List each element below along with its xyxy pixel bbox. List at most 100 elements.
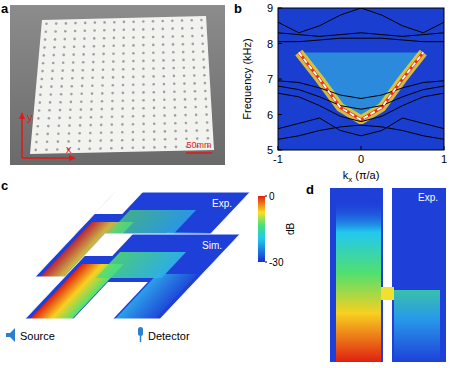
band-line bbox=[278, 38, 444, 42]
hole bbox=[132, 107, 135, 110]
band-line bbox=[278, 33, 444, 37]
hole bbox=[162, 43, 165, 46]
hole bbox=[142, 20, 145, 23]
hole bbox=[184, 98, 187, 101]
hole bbox=[182, 59, 185, 62]
hole bbox=[132, 123, 135, 126]
scale-label: 50mm bbox=[186, 140, 211, 150]
hole bbox=[174, 106, 177, 109]
hole bbox=[132, 28, 135, 31]
hole bbox=[64, 38, 67, 41]
hole bbox=[195, 114, 198, 117]
hole bbox=[93, 29, 96, 32]
hole bbox=[132, 60, 135, 63]
hole bbox=[164, 130, 167, 133]
hole bbox=[172, 43, 175, 46]
hole bbox=[183, 74, 186, 77]
hole bbox=[152, 67, 155, 70]
hole bbox=[132, 131, 135, 134]
hole bbox=[195, 122, 198, 125]
x-tick bbox=[444, 146, 445, 150]
hole bbox=[62, 54, 65, 57]
structure-notch bbox=[94, 192, 143, 214]
hole bbox=[142, 115, 145, 118]
band-line bbox=[278, 8, 444, 33]
hole bbox=[48, 109, 51, 112]
y-tick-label: 7 bbox=[267, 73, 273, 85]
y-tick bbox=[278, 79, 282, 80]
hole bbox=[196, 129, 199, 132]
hole bbox=[99, 139, 102, 142]
hole bbox=[163, 75, 166, 78]
hole bbox=[173, 83, 176, 86]
hole bbox=[91, 92, 94, 95]
hole bbox=[204, 82, 207, 85]
hole bbox=[122, 84, 125, 87]
hole bbox=[99, 147, 102, 150]
hole bbox=[185, 122, 188, 125]
hole bbox=[142, 60, 145, 63]
hole bbox=[47, 125, 50, 128]
hole bbox=[142, 36, 145, 39]
hole bbox=[74, 30, 77, 33]
hole bbox=[84, 22, 87, 25]
hole bbox=[142, 91, 145, 94]
hole bbox=[93, 45, 96, 48]
y-arrowhead bbox=[19, 112, 25, 119]
hole bbox=[82, 61, 85, 64]
hole bbox=[92, 53, 95, 56]
hole bbox=[41, 78, 44, 81]
hole bbox=[45, 148, 48, 151]
source-label: Source bbox=[20, 330, 55, 342]
hole bbox=[152, 52, 155, 55]
hole bbox=[163, 106, 166, 109]
field-ground bbox=[25, 234, 240, 319]
hole bbox=[173, 75, 176, 78]
field-right bbox=[394, 290, 440, 362]
hole bbox=[72, 53, 75, 56]
hole bbox=[103, 21, 106, 24]
hole bbox=[90, 108, 93, 111]
hole bbox=[58, 117, 61, 120]
hole bbox=[78, 132, 81, 135]
hole bbox=[45, 23, 48, 26]
hole bbox=[54, 30, 57, 33]
hole bbox=[182, 43, 185, 46]
edge-state-line bbox=[299, 52, 424, 119]
x-tick bbox=[278, 146, 279, 150]
colorbar bbox=[258, 196, 265, 262]
hole bbox=[46, 133, 49, 136]
hole bbox=[49, 101, 52, 104]
hole bbox=[80, 100, 83, 103]
field-ground bbox=[330, 188, 446, 362]
hole bbox=[182, 51, 185, 54]
hole bbox=[51, 70, 54, 73]
plot-frame bbox=[278, 8, 444, 150]
hole bbox=[204, 90, 207, 93]
hole bbox=[82, 69, 85, 72]
hole bbox=[93, 37, 96, 40]
hole bbox=[46, 141, 49, 144]
hole bbox=[152, 36, 155, 39]
hole bbox=[112, 84, 115, 87]
hole bbox=[132, 91, 135, 94]
hole bbox=[153, 146, 156, 149]
hole bbox=[91, 84, 94, 87]
hole bbox=[58, 125, 61, 128]
hole bbox=[79, 124, 82, 127]
hole bbox=[132, 44, 135, 47]
hole bbox=[132, 139, 135, 142]
hole bbox=[112, 68, 115, 71]
hole bbox=[153, 138, 156, 141]
hole bbox=[152, 75, 155, 78]
hole bbox=[201, 42, 204, 45]
hole bbox=[121, 115, 124, 118]
hole bbox=[163, 122, 166, 125]
hole bbox=[57, 140, 60, 143]
hole bbox=[45, 30, 48, 33]
hole bbox=[110, 147, 113, 150]
hole bbox=[54, 38, 57, 41]
panel-letter: a bbox=[1, 1, 9, 16]
hole bbox=[101, 84, 104, 87]
hole bbox=[152, 83, 155, 86]
